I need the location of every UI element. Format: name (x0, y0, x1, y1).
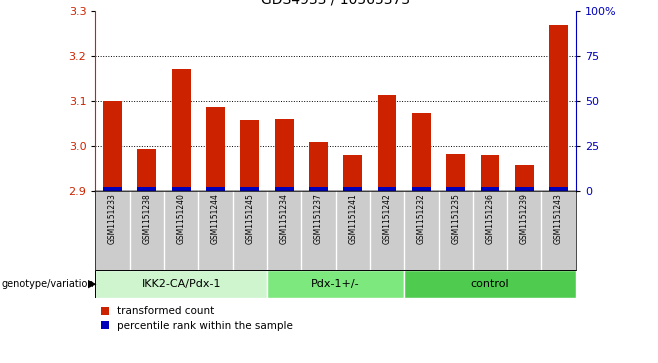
Bar (378, 187, 397, 191)
Bar (240, 187, 259, 191)
Bar (480, 187, 499, 191)
Bar (103, 187, 122, 191)
Text: IKK2-CA/Pdx-1: IKK2-CA/Pdx-1 (141, 279, 221, 289)
Bar (274, 119, 293, 191)
Bar (343, 155, 362, 191)
Bar (515, 164, 534, 191)
Legend: transformed count, percentile rank within the sample: transformed count, percentile rank withi… (101, 306, 293, 331)
Text: ▶: ▶ (88, 279, 96, 289)
Text: GSM1151239: GSM1151239 (520, 193, 529, 244)
Text: GSM1151237: GSM1151237 (314, 193, 323, 244)
Bar (172, 187, 191, 191)
Bar (172, 69, 191, 191)
Text: GSM1151236: GSM1151236 (486, 193, 494, 244)
Bar (138, 187, 157, 191)
Bar (309, 187, 328, 191)
Text: Pdx-1+/-: Pdx-1+/- (311, 279, 360, 289)
Bar (412, 113, 431, 191)
Bar (240, 120, 259, 191)
Bar (103, 101, 122, 191)
Bar (138, 149, 157, 191)
Bar (206, 187, 225, 191)
Text: GSM1151245: GSM1151245 (245, 193, 254, 244)
Text: GSM1151235: GSM1151235 (451, 193, 460, 244)
Bar (378, 95, 397, 191)
Text: genotype/variation: genotype/variation (2, 279, 95, 289)
Bar (309, 142, 328, 191)
Text: GSM1151232: GSM1151232 (417, 193, 426, 244)
Text: GSM1151243: GSM1151243 (554, 193, 563, 244)
Text: GSM1151233: GSM1151233 (108, 193, 117, 244)
Text: control: control (470, 279, 509, 289)
Bar (549, 25, 568, 191)
Bar (446, 154, 465, 191)
Title: GDS4933 / 10565373: GDS4933 / 10565373 (261, 0, 410, 7)
Text: GSM1151241: GSM1151241 (348, 193, 357, 244)
Bar (446, 187, 465, 191)
Bar (404, 270, 576, 298)
Bar (267, 270, 404, 298)
Bar (95, 270, 267, 298)
Text: GSM1151242: GSM1151242 (382, 193, 392, 244)
Text: GSM1151244: GSM1151244 (211, 193, 220, 244)
Bar (274, 187, 293, 191)
Bar (515, 187, 534, 191)
Bar (549, 187, 568, 191)
Bar (206, 107, 225, 191)
Text: GSM1151234: GSM1151234 (280, 193, 289, 244)
Text: GSM1151240: GSM1151240 (177, 193, 186, 244)
Bar (412, 187, 431, 191)
Bar (480, 155, 499, 191)
Bar (343, 187, 362, 191)
Text: GSM1151238: GSM1151238 (142, 193, 151, 244)
